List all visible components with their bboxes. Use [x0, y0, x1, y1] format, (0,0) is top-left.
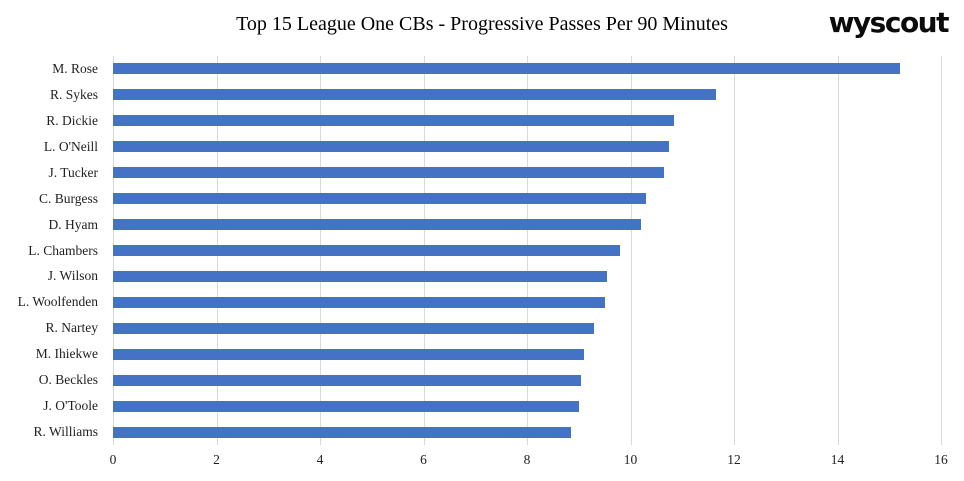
category-label: M. Ihiekwe	[35, 346, 98, 362]
category-label: J. O'Toole	[43, 398, 98, 414]
bar	[113, 193, 647, 205]
category-label: J. Tucker	[48, 164, 98, 180]
bar	[113, 167, 665, 179]
x-tick-label: 4	[316, 452, 324, 467]
chart-title: Top 15 League One CBs - Progressive Pass…	[236, 13, 728, 35]
bar	[113, 141, 670, 153]
y-axis-labels: M. Rose R. Sykes R. Dickie L. O'Neill J. Tuc…	[0, 56, 106, 445]
category-label: M. Rose	[52, 61, 98, 76]
category-label: L. O'Neill	[43, 138, 98, 154]
x-tick-label: 2	[213, 452, 220, 467]
x-tick-label: 14	[830, 452, 845, 467]
bar	[113, 374, 582, 386]
x-tick-label: 16	[934, 452, 948, 467]
category-label: R. Nartey	[45, 320, 98, 336]
category-label: R. Williams	[33, 424, 98, 440]
bar	[113, 400, 579, 412]
category-label: R. Dickie	[46, 112, 98, 128]
bar	[113, 296, 605, 308]
bar	[113, 219, 641, 231]
bar	[113, 322, 595, 334]
gridline	[837, 56, 839, 445]
bar	[113, 89, 716, 101]
x-tick-label: 6	[420, 452, 427, 467]
x-axis-labels: 0 2 4 6 8 10 12 14 16	[109, 452, 948, 474]
category-label: L. Woolfenden	[17, 294, 98, 310]
wyscout-logo: wyscout	[828, 6, 950, 39]
plot-area	[113, 56, 942, 445]
gridline	[630, 56, 632, 445]
bar	[113, 270, 608, 282]
x-tick-label: 8	[523, 452, 531, 467]
category-label: C. Burgess	[38, 190, 98, 206]
category-label: J. Wilson	[47, 268, 98, 284]
x-tick-label: 0	[109, 452, 117, 467]
gridline	[941, 56, 942, 445]
bar	[113, 115, 675, 127]
bar	[113, 426, 571, 438]
category-label: L. Chambers	[28, 242, 98, 258]
bar	[113, 63, 900, 75]
bar	[113, 348, 584, 360]
category-label: D. Hyam	[48, 216, 99, 232]
x-tick-label: 12	[727, 452, 741, 467]
x-tick-label: 10	[623, 452, 638, 467]
bar	[113, 245, 621, 256]
category-label: R. Sykes	[49, 86, 98, 102]
category-label: O. Beckles	[38, 372, 98, 388]
gridline	[734, 56, 735, 445]
